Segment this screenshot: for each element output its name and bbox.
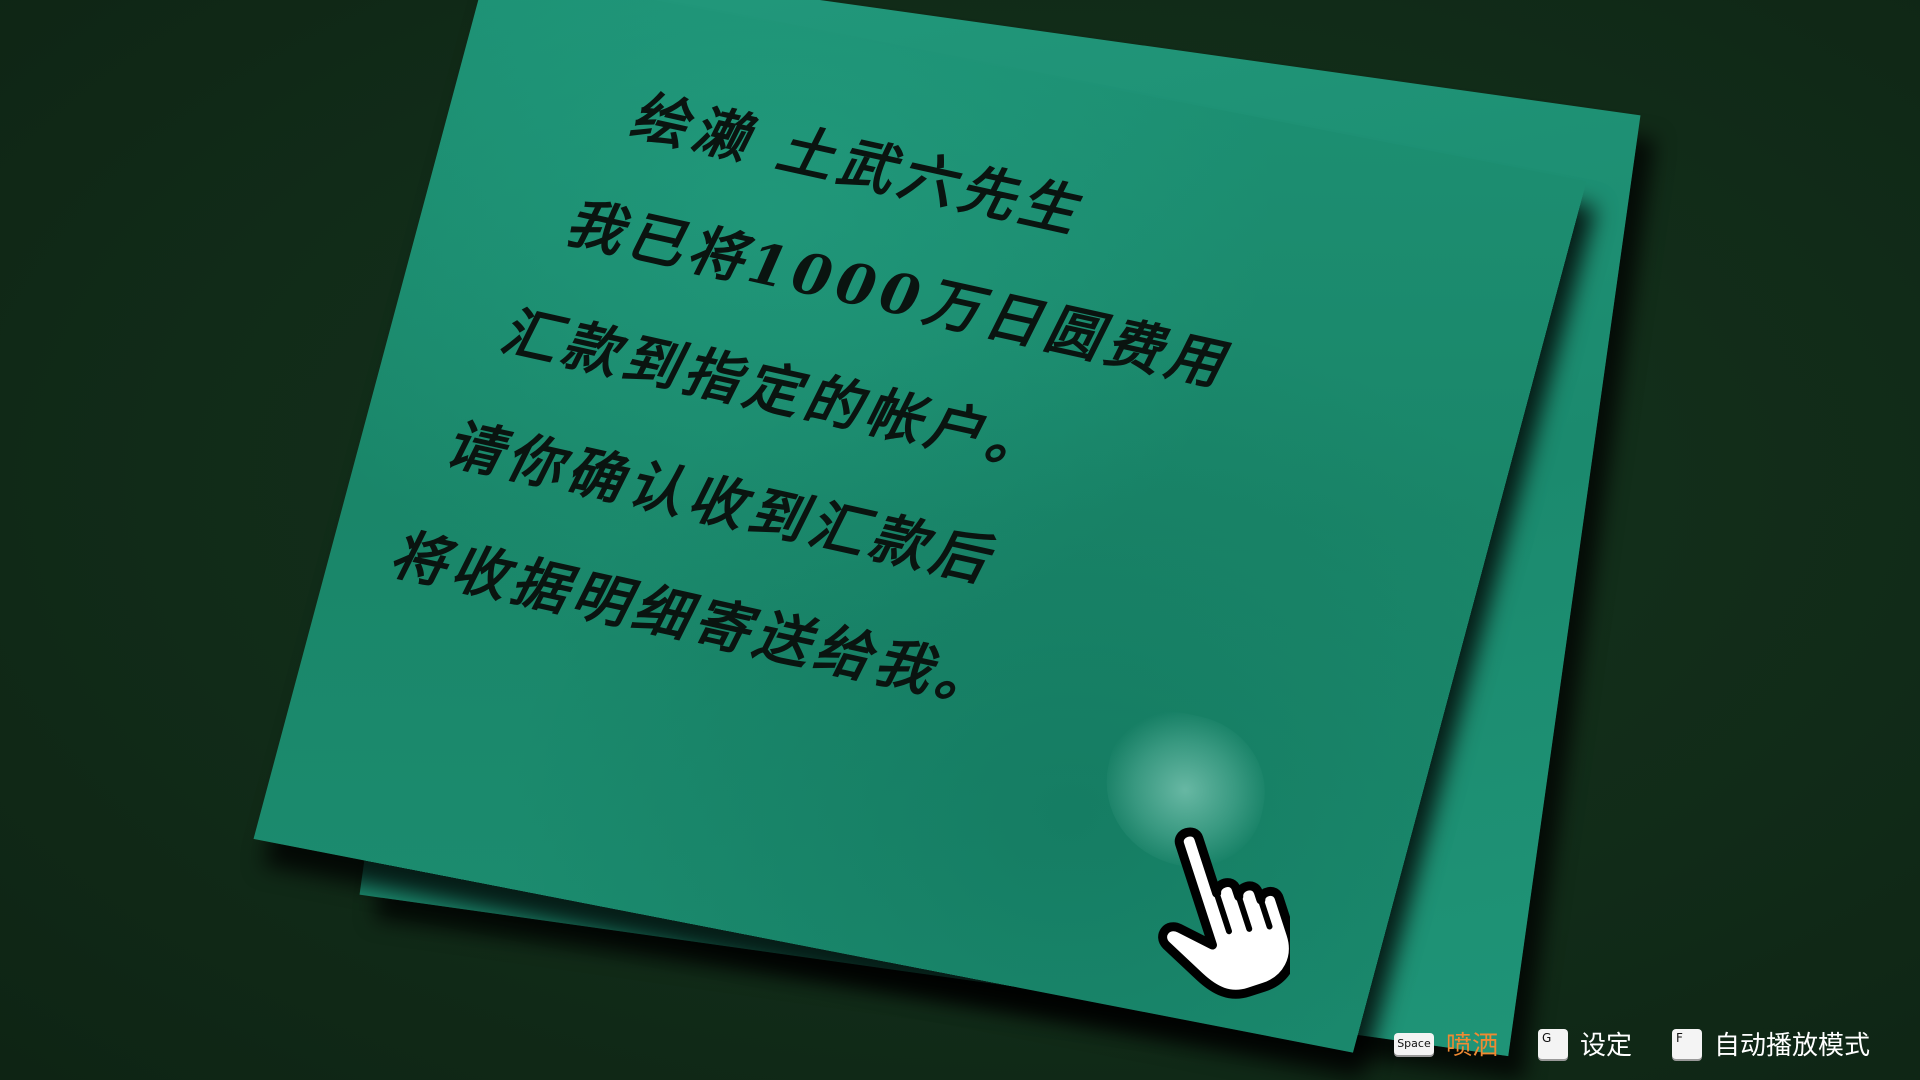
space-key-icon: Space xyxy=(1393,1032,1434,1055)
hint-auto-play[interactable]: F 自动播放模式 xyxy=(1671,1025,1870,1062)
g-key-icon: G xyxy=(1537,1028,1568,1059)
hint-settings[interactable]: G 设定 xyxy=(1537,1025,1632,1062)
control-hints-bar: Space 喷洒 G 设定 F 自动播放模式 xyxy=(1393,1025,1870,1062)
hint-spray[interactable]: Space 喷洒 xyxy=(1393,1025,1498,1062)
pointing-hand-icon[interactable] xyxy=(1150,815,1298,1005)
hint-auto-play-label: 自动播放模式 xyxy=(1713,1031,1870,1061)
hint-spray-label: 喷洒 xyxy=(1445,1031,1498,1061)
f-key-icon: F xyxy=(1671,1028,1702,1059)
hint-settings-label: 设定 xyxy=(1579,1031,1632,1061)
